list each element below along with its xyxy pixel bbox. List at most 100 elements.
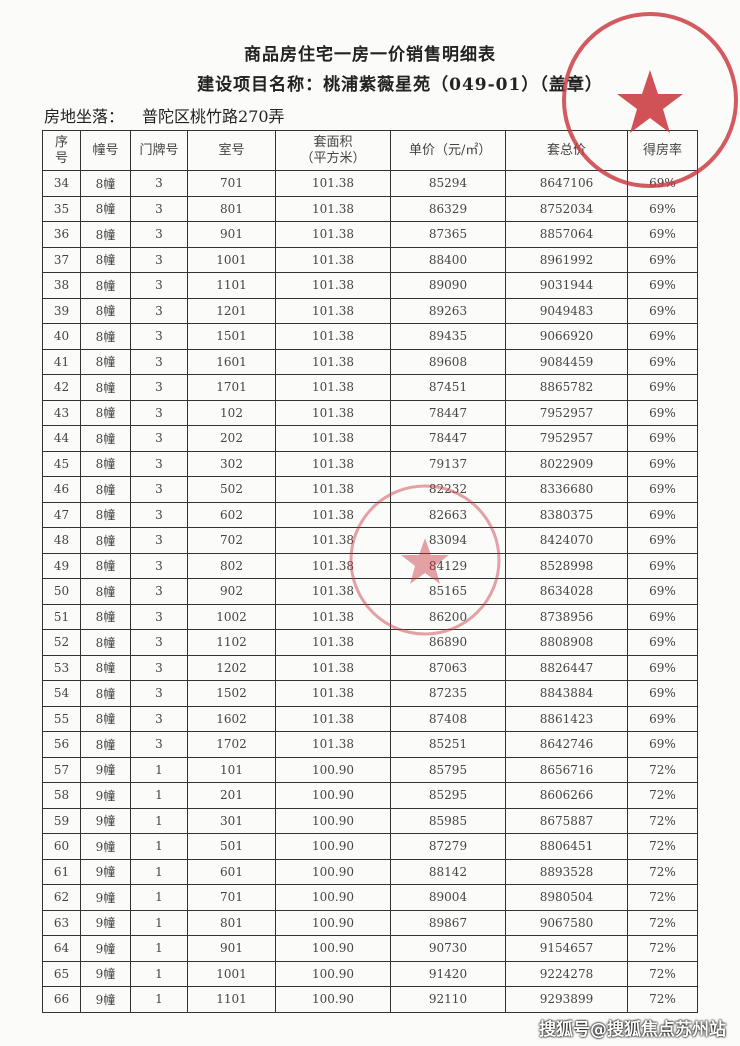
table-cell: 48: [42, 527, 81, 554]
table-cell: 55: [42, 705, 81, 732]
table-cell: 3: [130, 450, 188, 477]
table-cell: 89608: [390, 348, 506, 375]
table-cell: 69%: [627, 348, 698, 375]
table-cell: 8幢: [80, 629, 131, 656]
table-cell: 101.38: [275, 195, 391, 222]
table-cell: 101.38: [275, 527, 391, 554]
table-cell: 34: [42, 170, 81, 197]
table-cell: 78447: [390, 399, 506, 426]
table-cell: 69%: [627, 297, 698, 324]
table-row: 47 8幢 3 602 101.38 82663 8380375 69%: [42, 501, 698, 528]
table-row: 51 8幢 3 1002 101.38 86200 8738956 69%: [42, 603, 698, 630]
table-cell: 101.38: [275, 246, 391, 273]
table-cell: 101.38: [275, 374, 391, 401]
table-cell: 702: [187, 527, 276, 554]
table-cell: 88400: [390, 246, 506, 273]
table-cell: 9067580: [505, 909, 628, 936]
table-cell: 8642746: [505, 731, 628, 758]
table-cell: 82663: [390, 501, 506, 528]
table-cell: 101.38: [275, 578, 391, 605]
table-cell: 51: [42, 603, 81, 630]
watermark: 搜狐号@搜狐焦点苏州站: [539, 1020, 726, 1040]
table-cell: 302: [187, 450, 276, 477]
table-cell: 87408: [390, 705, 506, 732]
table-cell: 8893528: [505, 858, 628, 885]
table-row: 43 8幢 3 102 101.38 78447 7952957 69%: [42, 399, 698, 426]
table-cell: 9293899: [505, 986, 628, 1013]
table-cell: 9幢: [80, 909, 131, 936]
table-cell: 72%: [627, 858, 698, 885]
table-cell: 8幢: [80, 195, 131, 222]
table-cell: 101.38: [275, 603, 391, 630]
table-cell: 8865782: [505, 374, 628, 401]
table-cell: 53: [42, 654, 81, 681]
table-cell: 3: [130, 323, 188, 350]
table-cell: 3: [130, 297, 188, 324]
table-cell: 1: [130, 858, 188, 885]
table-cell: 3: [130, 221, 188, 248]
table-cell: 88142: [390, 858, 506, 885]
table-cell: 8幢: [80, 527, 131, 554]
table-cell: 8738956: [505, 603, 628, 630]
table-cell: 69%: [627, 246, 698, 273]
table-row: 50 8幢 3 902 101.38 85165 8634028 69%: [42, 578, 698, 605]
table-cell: 85985: [390, 807, 506, 834]
table-row: 53 8幢 3 1202 101.38 87063 8826447 69%: [42, 654, 698, 681]
table-cell: 41: [42, 348, 81, 375]
table-cell: 39: [42, 297, 81, 324]
table-cell: 72%: [627, 986, 698, 1013]
table-cell: 201: [187, 782, 276, 809]
table-cell: 1101: [187, 986, 276, 1013]
column-header-label: 套总价: [546, 142, 586, 158]
table-cell: 3: [130, 272, 188, 299]
table-cell: 9幢: [80, 858, 131, 885]
table-cell: 69%: [627, 731, 698, 758]
table-cell: 1: [130, 833, 188, 860]
table-cell: 65: [42, 960, 81, 987]
column-header: 幢号: [80, 130, 131, 171]
column-header: 室号: [187, 130, 276, 171]
table-cell: 69%: [627, 195, 698, 222]
table-cell: 8647106: [505, 170, 628, 197]
table-cell: 100.90: [275, 782, 391, 809]
table-cell: 8752034: [505, 195, 628, 222]
table-cell: 1002: [187, 603, 276, 630]
table-cell: 8861423: [505, 705, 628, 732]
table-row: 42 8幢 3 1701 101.38 87451 8865782 69%: [42, 374, 698, 401]
table-cell: 701: [187, 170, 276, 197]
table-cell: 9154657: [505, 935, 628, 962]
table-cell: 801: [187, 195, 276, 222]
table-cell: 50: [42, 578, 81, 605]
table-cell: 101.38: [275, 629, 391, 656]
table-cell: 100.90: [275, 756, 391, 783]
table-cell: 72%: [627, 807, 698, 834]
table-cell: 1602: [187, 705, 276, 732]
table-cell: 83094: [390, 527, 506, 554]
table-cell: 3: [130, 527, 188, 554]
table-cell: 9031944: [505, 272, 628, 299]
table-row: 35 8幢 3 801 101.38 86329 8752034 69%: [42, 195, 698, 222]
table-cell: 1101: [187, 272, 276, 299]
table-cell: 89004: [390, 884, 506, 911]
table-cell: 101.38: [275, 705, 391, 732]
table-cell: 1: [130, 935, 188, 962]
table-cell: 3: [130, 348, 188, 375]
table-cell: 72%: [627, 833, 698, 860]
table-cell: 101.38: [275, 348, 391, 375]
table-cell: 85795: [390, 756, 506, 783]
table-cell: 57: [42, 756, 81, 783]
table-cell: 701: [187, 884, 276, 911]
table-cell: 8380375: [505, 501, 628, 528]
column-header-label: 室号: [218, 142, 245, 158]
table-cell: 85295: [390, 782, 506, 809]
table-cell: 1601: [187, 348, 276, 375]
table-cell: 72%: [627, 935, 698, 962]
column-header-label: 门牌号: [139, 142, 179, 158]
table-cell: 101: [187, 756, 276, 783]
table-cell: 69%: [627, 272, 698, 299]
table-cell: 101.38: [275, 170, 391, 197]
table-cell: 87451: [390, 374, 506, 401]
table-cell: 100.90: [275, 807, 391, 834]
table-cell: 43: [42, 399, 81, 426]
table-row: 45 8幢 3 302 101.38 79137 8022909 69%: [42, 450, 698, 477]
